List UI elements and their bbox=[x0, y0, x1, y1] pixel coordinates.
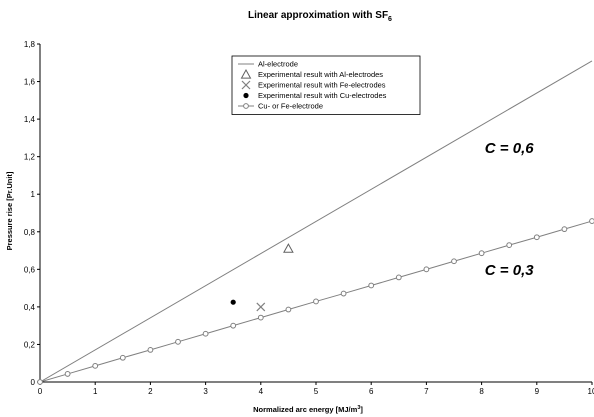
data-point-cu-or-fe-electrode bbox=[202, 330, 209, 337]
x-tick-label: 1 bbox=[93, 387, 98, 396]
x-tick-label: 6 bbox=[369, 387, 374, 396]
x-tick-label: 8 bbox=[479, 387, 484, 396]
data-point-cu-or-fe-electrode bbox=[147, 346, 154, 353]
data-point-cu-or-fe-electrode bbox=[175, 338, 181, 345]
data-point-cu-or-fe-electrode bbox=[368, 282, 375, 289]
data-point-cu-or-fe-electrode bbox=[506, 242, 513, 249]
legend-box bbox=[231, 55, 421, 115]
data-point-cu-or-fe-electrode bbox=[589, 218, 594, 224]
legend-entry-label: Experimental result with Al-electrodes bbox=[258, 70, 383, 79]
y-tick-label: 0 bbox=[31, 378, 36, 387]
data-point-experimental-result-with-cu-electrodes bbox=[230, 299, 236, 305]
legend-symbol-marker bbox=[241, 80, 251, 90]
x-tick-label: 2 bbox=[148, 387, 153, 396]
data-point-cu-or-fe-electrode bbox=[561, 226, 568, 233]
data-point-cu-or-fe-electrode bbox=[92, 362, 99, 369]
plot-area: 0 0,2 0,4 0,6 0,8 1 1,2 1,4 1,6 1,8 0 1 2 3 4 5 6 7 8 9 10 C … bbox=[24, 40, 594, 396]
chart-title: Linear approximation with SF6 bbox=[248, 10, 392, 23]
y-tick-label: 1,4 bbox=[24, 115, 36, 124]
y-tick-label: 1,2 bbox=[24, 153, 36, 162]
x-tick-label: 5 bbox=[314, 387, 319, 396]
y-axis-label: Pressure rise [Pr.Unit] bbox=[5, 171, 14, 250]
x-tick-label: 3 bbox=[203, 387, 208, 396]
y-tick-label: 1,8 bbox=[24, 40, 36, 49]
y-tick-label: 0,2 bbox=[24, 340, 36, 349]
annotation-label: C = 0,6 bbox=[485, 140, 534, 157]
x-tick-label: 10 bbox=[588, 387, 594, 396]
legend-entry-label: Experimental result with Cu-electrodes bbox=[258, 91, 387, 100]
data-point-cu-or-fe-electrode bbox=[64, 371, 71, 377]
annotation-label: C = 0,3 bbox=[485, 262, 534, 279]
data-point-experimental-result-with-fe-electrodes bbox=[256, 302, 266, 312]
legend-symbol-marker bbox=[243, 103, 249, 109]
data-point-cu-or-fe-electrode bbox=[533, 234, 540, 241]
data-point-cu-or-fe-electrode bbox=[423, 266, 430, 273]
data-point-cu-or-fe-electrode bbox=[340, 290, 347, 297]
y-tick-label: 0,4 bbox=[24, 303, 36, 312]
y-tick-label: 0,8 bbox=[24, 228, 36, 237]
y-tick-label: 1 bbox=[31, 190, 36, 199]
x-tick-label: 0 bbox=[38, 387, 43, 396]
data-point-cu-or-fe-electrode bbox=[37, 379, 43, 385]
y-tick-label: 0,6 bbox=[24, 265, 36, 274]
legend-entry-label: Al-electrode bbox=[258, 60, 298, 69]
y-tick-label: 1,6 bbox=[24, 78, 36, 87]
data-point-cu-or-fe-electrode bbox=[285, 306, 292, 313]
x-tick-label: 7 bbox=[424, 387, 429, 396]
data-point-cu-or-fe-electrode bbox=[257, 314, 264, 321]
series-line-al-electrode bbox=[39, 60, 593, 383]
data-point-cu-or-fe-electrode bbox=[313, 298, 319, 305]
x-axis-label: Normalized arc energy [MJ/m3] bbox=[253, 405, 363, 414]
data-point-experimental-result-with-al-electrodes bbox=[283, 243, 294, 253]
data-point-cu-or-fe-electrode bbox=[395, 274, 402, 281]
legend-symbol-marker bbox=[243, 92, 249, 99]
data-point-cu-or-fe-electrode bbox=[119, 354, 126, 361]
x-tick-label: 9 bbox=[535, 387, 540, 396]
x-tick-label: 4 bbox=[259, 387, 264, 396]
legend-symbol-marker bbox=[240, 68, 252, 79]
legend-entry-label: Experimental result with Fe-electrodes bbox=[258, 81, 386, 90]
legend-entry-label: Cu- or Fe-electrode bbox=[258, 102, 323, 111]
data-point-cu-or-fe-electrode bbox=[478, 250, 485, 257]
data-point-cu-or-fe-electrode bbox=[451, 258, 457, 265]
data-point-cu-or-fe-electrode bbox=[230, 322, 237, 329]
